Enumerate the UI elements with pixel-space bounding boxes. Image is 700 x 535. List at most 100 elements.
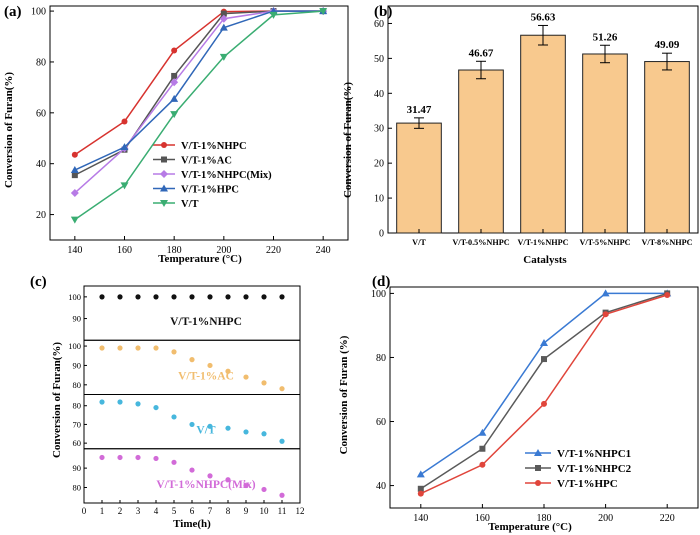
panel-a-series-line	[74, 10, 324, 156]
panel-c-point	[243, 374, 249, 380]
panel-c-point	[99, 294, 105, 300]
panel-b-value-label: 56.63	[531, 11, 556, 23]
panel-a-xtick-label: 240	[316, 245, 331, 256]
panel-a-point	[171, 72, 178, 79]
panel-d-xtick-label: 140	[413, 513, 428, 524]
panel-c-point	[117, 294, 123, 300]
panel-c-ytick-label: 90	[73, 463, 82, 473]
panel-c-xlabel: Time(h)	[173, 518, 211, 530]
panel-d-point	[417, 490, 424, 497]
panel-a-legend-marker	[160, 200, 168, 207]
panel-a-point	[219, 23, 228, 31]
panel-d-legend-label: V/T-1%NHPC1	[557, 448, 631, 460]
panel-b-xlabel: Catalysts	[523, 254, 567, 266]
panel-c-point	[153, 404, 159, 411]
panel-d-legend-label: V/T-1%HPC	[557, 478, 618, 490]
panel-c-xtick-label: 10	[260, 506, 270, 516]
panel-c-point	[279, 294, 285, 300]
panel-c-point	[189, 421, 195, 428]
panel-c-point	[261, 486, 267, 493]
panel-d-xtick-label: 160	[475, 513, 490, 524]
panel-c-xtick-label: 5	[172, 506, 177, 516]
panel-a-point	[170, 78, 179, 87]
panel-a-point	[171, 47, 178, 54]
panel-a-ytick-label: 20	[36, 210, 46, 221]
panel-c-point	[261, 431, 267, 437]
panel-a-legend-marker	[161, 156, 167, 163]
panel-a-xtick-label: 180	[167, 245, 182, 256]
panel-c-point	[243, 294, 249, 300]
panel-c-point	[117, 454, 123, 461]
panel-d-ytick-label: 40	[376, 481, 386, 492]
panel-d-legend-label: V/T-1%NHPC2	[557, 463, 632, 475]
panel-d-point	[602, 311, 609, 318]
panel-c-point	[153, 455, 159, 462]
panel-d-point	[540, 339, 548, 347]
panel-a-point	[70, 166, 79, 174]
panel-c-point	[225, 294, 231, 300]
panel-d-point	[479, 445, 486, 452]
panel-c-point	[261, 294, 267, 300]
panel-a-legend-label: V/T	[181, 199, 199, 210]
panel-d-ytick-label: 100	[371, 289, 386, 300]
panel-b-xtick-label: V/T	[412, 238, 426, 247]
panel-b-ytick-label: 40	[374, 89, 384, 100]
panel-c-xtick-label: 0	[82, 506, 87, 516]
panel-a-plot: 140 160 180 200 220 240 20 40 60 80 100 V/T-1%NHPC V…	[31, 5, 349, 256]
panel-d-point	[416, 470, 425, 478]
panel-c-ylabel: Conversion of Furan(%)	[51, 342, 63, 458]
panel-a-xtick-label: 220	[266, 245, 281, 256]
panel-a-legend-label: V/T-1%HPC	[181, 185, 239, 196]
panel-c-point	[99, 345, 105, 351]
panel-a-ytick-label: 100	[31, 7, 46, 18]
panel-a-point	[170, 111, 179, 119]
panel-b-bar	[520, 34, 566, 234]
panel-a-legend-label: V/T-1%AC	[181, 156, 232, 167]
panel-b-bar	[644, 61, 690, 234]
panel-a-point	[70, 188, 79, 197]
panel-a-axes-frame	[49, 5, 349, 241]
panel-c-point	[153, 345, 159, 351]
panel-d-legend-marker	[535, 480, 541, 486]
panel-c-point	[225, 368, 231, 374]
panel-a-point	[170, 94, 179, 102]
panel-c-subplot-label: V/T-1%AC	[178, 370, 234, 382]
panel-c-xtick-label: 8	[226, 506, 231, 516]
panel-a-ytick-label: 40	[36, 159, 46, 170]
panel-a-point	[70, 216, 79, 224]
panel-c-point	[171, 459, 177, 465]
panel-d-xtick-label: 180	[537, 513, 552, 524]
panel-a-point	[219, 14, 228, 23]
panel-d-legend-marker	[534, 449, 542, 456]
panel-c-xtick-label: 7	[208, 506, 213, 516]
panel-c-point	[261, 380, 267, 386]
panel-b-plot: 0 10 20 30 40 50 60 31.47 V/T 46.67 V/T-0.5%NHPC 56…	[374, 5, 699, 247]
panel-a-ytick-label: 60	[36, 108, 46, 119]
panel-c-point	[135, 401, 141, 407]
panel-c-ytick-label: 60	[73, 438, 82, 448]
panel-c-subplot-frame	[83, 339, 301, 395]
panel-a-point	[71, 172, 78, 179]
panel-b-ytick-label: 10	[374, 194, 384, 205]
panel-a-legend-marker	[160, 170, 168, 178]
panel-b-xtick-label: V/T-5%NHPC	[579, 238, 630, 247]
panel-d-ytick-label: 60	[376, 417, 386, 428]
panel-d-ylabel: Conversion of Furan (%)	[338, 335, 350, 454]
panel-c-point	[117, 399, 123, 405]
panel-c-xtick-label: 6	[190, 506, 195, 516]
panel-b-ytick-label: 50	[374, 54, 384, 65]
panel-c-ytick-label: 70	[73, 419, 82, 429]
panel-c-subplot-frame	[83, 448, 301, 504]
panel-c-xtick-label: 12	[296, 506, 305, 516]
panel-c-point	[117, 345, 123, 351]
panel-c-point	[225, 425, 231, 431]
panel-label-a: (a)	[4, 4, 22, 20]
panel-label-d: (d)	[372, 274, 390, 290]
panel-d-point	[541, 356, 547, 363]
panel-c-xtick-label: 3	[136, 506, 141, 516]
panel-c-xtick-label: 1	[100, 506, 105, 516]
panel-a-ytick-label: 80	[36, 57, 46, 68]
panel-a-point	[319, 8, 328, 16]
panel-d-legend-marker	[535, 465, 541, 471]
panel-a-point	[220, 10, 227, 17]
